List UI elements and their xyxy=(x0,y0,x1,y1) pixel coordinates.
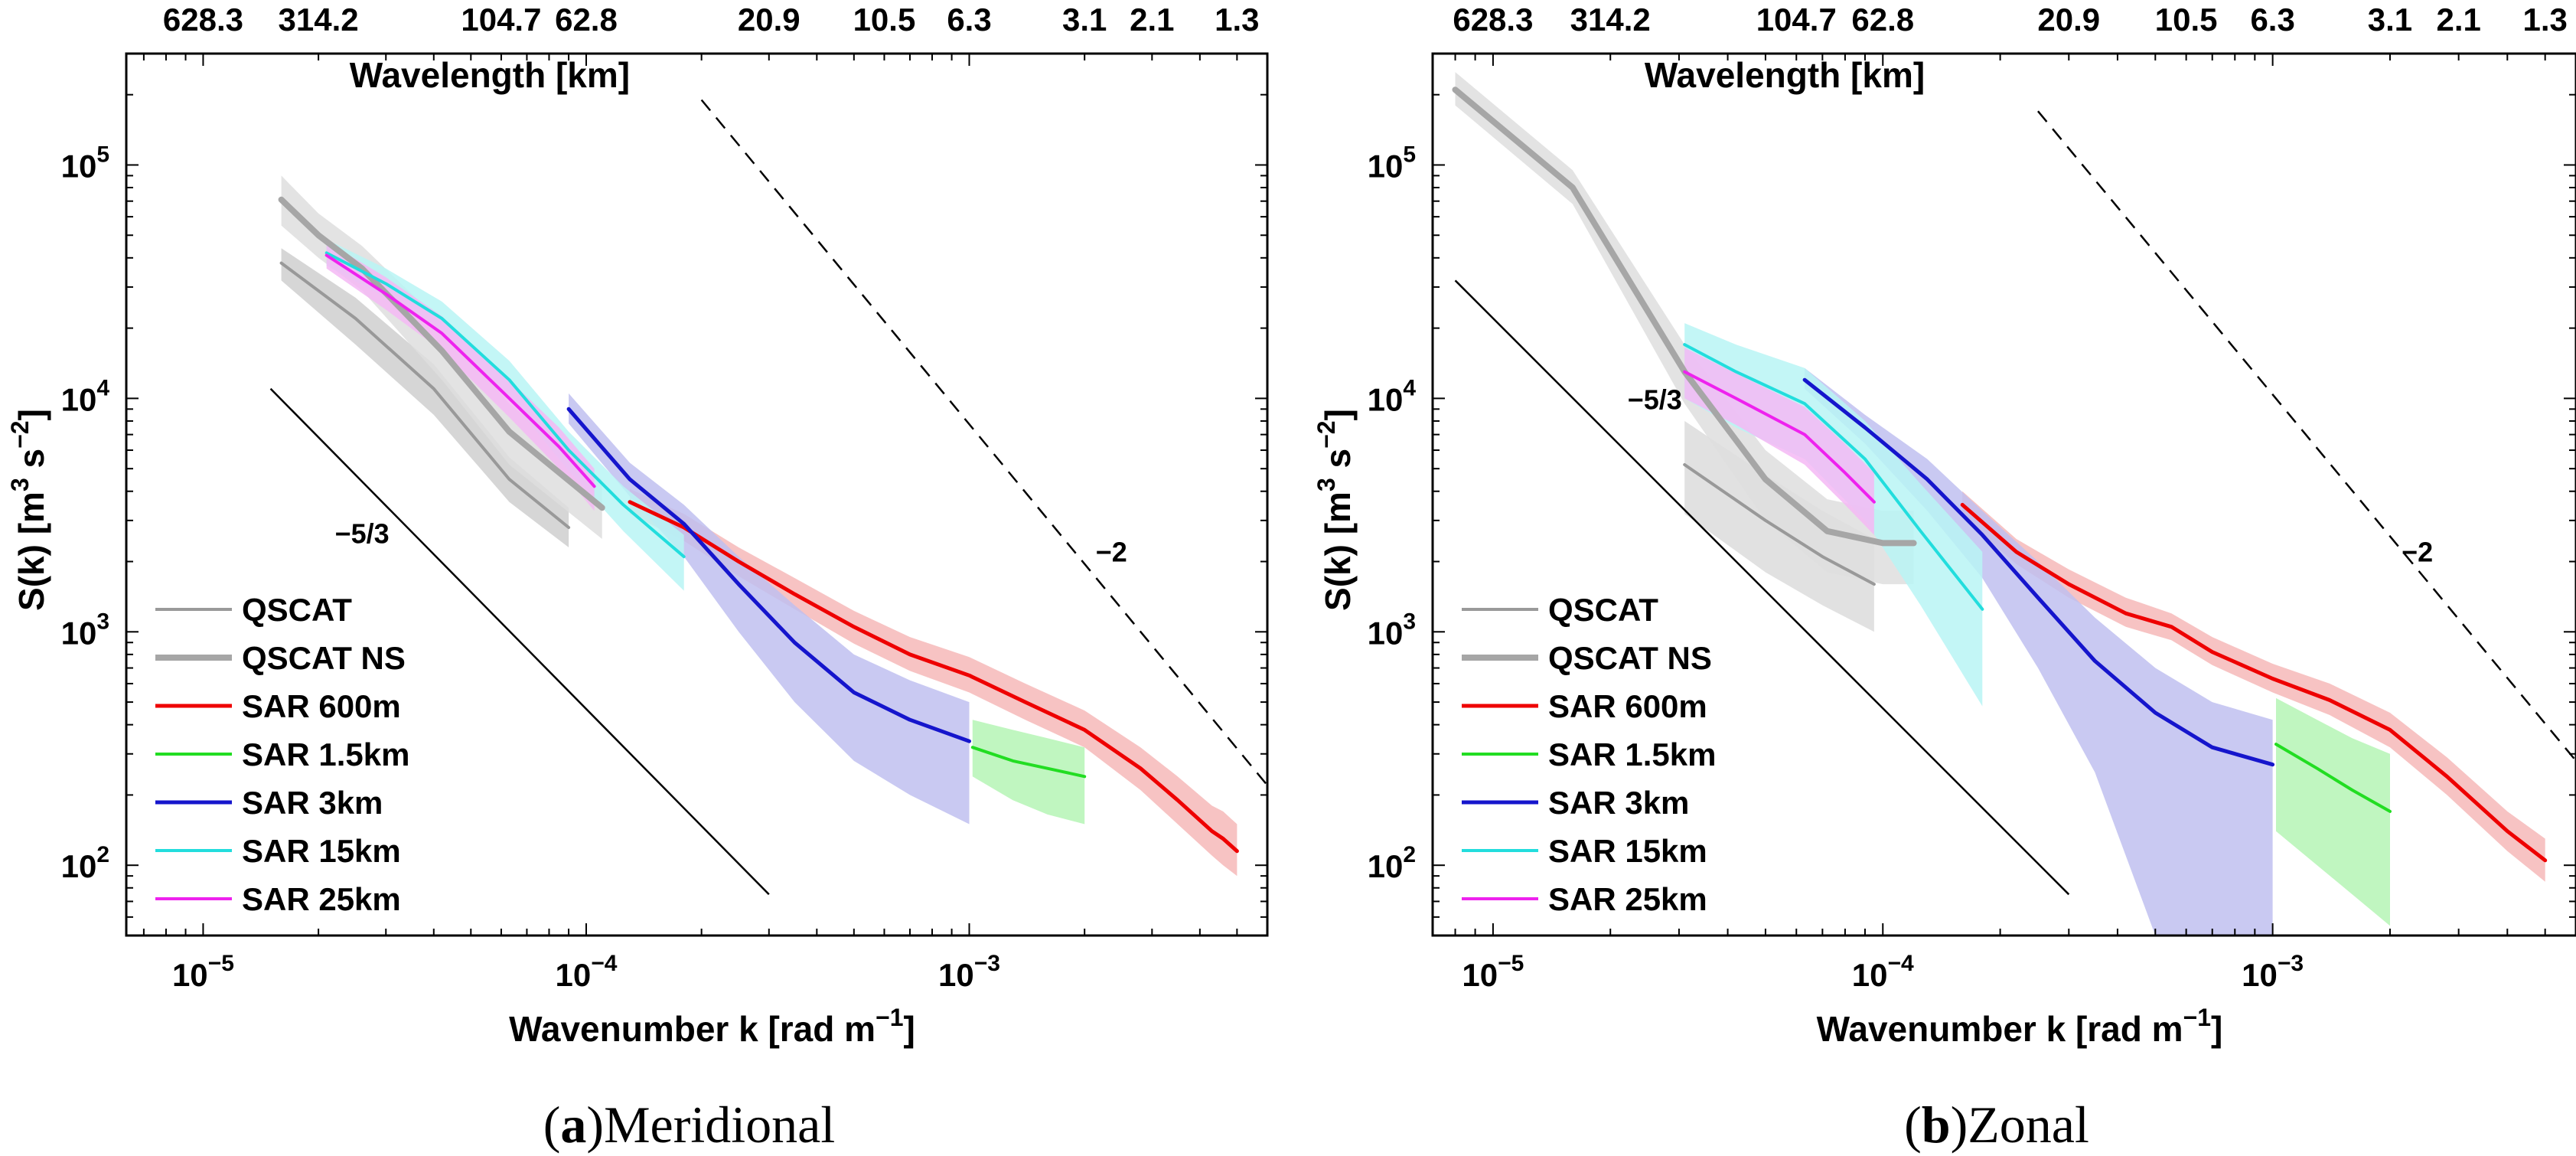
y-tick-label: 105 xyxy=(61,142,109,184)
y-axis-label: S(k) [m3 s−2] xyxy=(6,409,51,611)
slope-label: −2 xyxy=(2402,537,2433,568)
top-tick-label: 104.7 xyxy=(461,2,541,38)
top-tick-label: 2.1 xyxy=(1130,2,1174,38)
legend-label-sar-3km: SAR 3km xyxy=(242,785,383,821)
top-tick-label: 628.3 xyxy=(163,2,243,38)
top-tick-label: 2.1 xyxy=(2436,2,2480,38)
legend-label-sar-600m: SAR 600m xyxy=(1548,688,1707,724)
legend-label-sar-25km: SAR 25km xyxy=(1548,881,1707,917)
series-line-sar-600m xyxy=(1960,502,2548,863)
series-line-sar-25km xyxy=(324,253,596,488)
top-tick-label: 6.3 xyxy=(2250,2,2294,38)
axes-frame xyxy=(125,52,1269,937)
slope-label: −5/3 xyxy=(335,518,390,549)
series-line-qscat xyxy=(1683,463,1876,586)
panel-caption: (a)Meridional xyxy=(543,1096,835,1154)
y-tick-label: 104 xyxy=(61,375,110,417)
top-tick-label: 628.3 xyxy=(1453,2,1533,38)
band-qscat-ns xyxy=(1455,72,1914,585)
axes-frame xyxy=(1431,52,2576,937)
legend-label-sar-1-5km: SAR 1.5km xyxy=(242,736,409,772)
panel-meridional: −5/3 −2 10−5 10−4 10−3 102 103 104 105 628.3 314.2… xyxy=(6,2,1269,1154)
series-line-sar-25km xyxy=(1683,370,1876,504)
top-tick-label: 20.9 xyxy=(2037,2,2100,38)
legend-label-qscat-ns: QSCAT NS xyxy=(1548,640,1712,676)
y-tick-label: 103 xyxy=(1368,609,1416,651)
series-line-qscat-ns xyxy=(278,196,605,511)
legend-label-sar-1-5km: SAR 1.5km xyxy=(1548,736,1716,772)
series-line-sar-3km xyxy=(566,407,971,743)
top-axis-label: Wavelength [km] xyxy=(1645,55,1925,95)
x-tick-label: 10−5 xyxy=(1462,951,1524,993)
band-sar-3km xyxy=(569,393,970,825)
series-line-qscat-ns xyxy=(1452,87,1917,547)
legend-label-sar-15km: SAR 15km xyxy=(1548,833,1707,869)
band-sar-1-5km xyxy=(2276,697,2390,926)
top-tick-label: 3.1 xyxy=(1062,2,1107,38)
panel-zonal: −5/3 −2 10−5 10−4 10−3 102 103 104 105 628.3 314.2… xyxy=(1312,2,2576,1154)
y-tick-label: 104 xyxy=(1368,375,1417,417)
reference-line-slope-minus-2 xyxy=(2037,110,2576,762)
top-tick-label: 1.3 xyxy=(2522,2,2567,38)
legend-label-sar-15km: SAR 15km xyxy=(242,833,401,869)
legend-label-sar-3km: SAR 3km xyxy=(1548,785,1689,821)
top-tick-label: 104.7 xyxy=(1756,2,1837,38)
series-line-sar-600m xyxy=(628,500,1239,854)
band-sar-25km xyxy=(1684,348,1874,535)
panel-caption: (b)Zonal xyxy=(1904,1096,2089,1154)
band-qscat xyxy=(281,248,569,547)
x-axis-label: Wavenumber k [rad m−1] xyxy=(509,1004,915,1049)
top-tick-label: 62.8 xyxy=(1851,2,1914,38)
reference-line-slope-minus-5-3 xyxy=(269,387,770,896)
legend-label-sar-25km: SAR 25km xyxy=(242,881,401,917)
slope-label: −2 xyxy=(1096,537,1127,568)
band-qscat-ns xyxy=(281,175,602,539)
slope-label: −5/3 xyxy=(1628,384,1682,415)
series-line-sar-1-5km xyxy=(2274,743,2392,813)
x-tick-label: 10−4 xyxy=(1852,951,1914,993)
top-tick-label: 3.1 xyxy=(2368,2,2412,38)
band-sar-1-5km xyxy=(972,720,1085,825)
band-sar-3km xyxy=(1805,367,2273,936)
top-tick-label: 62.8 xyxy=(555,2,618,38)
legend-label-qscat: QSCAT xyxy=(1548,592,1658,628)
y-tick-label: 102 xyxy=(61,842,109,884)
top-tick-label: 314.2 xyxy=(279,2,359,38)
series-line-sar-15km xyxy=(324,251,686,559)
series-line-qscat xyxy=(279,261,571,529)
y-tick-label: 105 xyxy=(1368,142,1416,184)
reference-line-slope-minus-2 xyxy=(700,99,1267,786)
plot-area xyxy=(269,99,1267,896)
series-line-sar-1-5km xyxy=(970,746,1087,779)
top-tick-label: 20.9 xyxy=(738,2,801,38)
top-tick-label: 314.2 xyxy=(1570,2,1651,38)
x-tick-label: 10−3 xyxy=(2242,951,2304,993)
reference-line-slope-minus-5-3 xyxy=(1454,279,2070,896)
legend-label-qscat-ns: QSCAT NS xyxy=(242,640,406,676)
top-axis-label: Wavelength [km] xyxy=(350,55,630,95)
band-sar-25km xyxy=(326,241,595,511)
legend-label-qscat: QSCAT xyxy=(242,592,352,628)
top-tick-label: 6.3 xyxy=(947,2,991,38)
series-line-sar-15km xyxy=(1683,343,1984,611)
x-tick-label: 10−3 xyxy=(938,951,1000,993)
top-tick-label: 1.3 xyxy=(1215,2,1259,38)
series-line-sar-3km xyxy=(1802,377,2275,767)
plot-area xyxy=(1452,72,2576,936)
top-tick-label: 10.5 xyxy=(853,2,916,38)
x-tick-label: 10−5 xyxy=(172,951,234,993)
y-tick-label: 102 xyxy=(1368,842,1416,884)
x-tick-label: 10−4 xyxy=(556,951,618,993)
y-axis-label: S(k) [m3 s−2] xyxy=(1312,409,1358,611)
y-tick-label: 103 xyxy=(61,609,109,651)
legend-label-sar-600m: SAR 600m xyxy=(242,688,401,724)
x-axis-label: Wavenumber k [rad m−1] xyxy=(1817,1004,2223,1049)
top-tick-label: 10.5 xyxy=(2155,2,2218,38)
